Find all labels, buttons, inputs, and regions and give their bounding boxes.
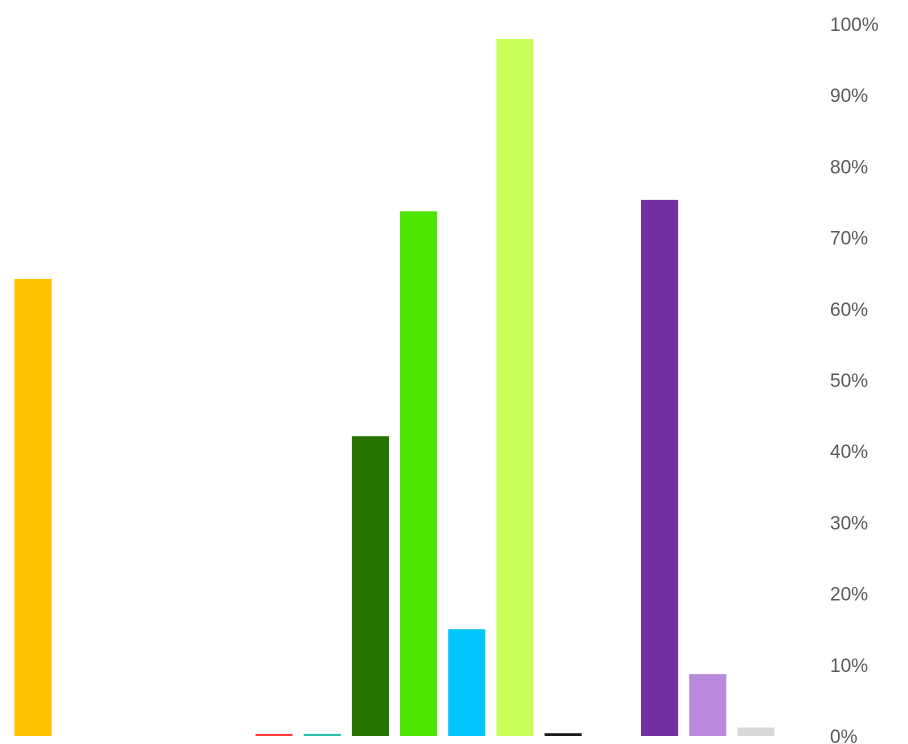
y-tick-label: 40% bbox=[830, 442, 868, 463]
bar-9 bbox=[400, 211, 438, 737]
y-tick-label: 30% bbox=[830, 513, 868, 534]
y-tick-label: 0% bbox=[830, 727, 858, 744]
y-tick-label: 20% bbox=[830, 585, 868, 606]
y-axis: 0% 10% 20% 30% 40% 50% 60% 70% 80% 90% 100% bbox=[830, 15, 879, 744]
y-tick-label: 80% bbox=[830, 157, 868, 178]
y-tick-label: 10% bbox=[830, 656, 868, 677]
y-tick-label: 100% bbox=[830, 15, 879, 36]
bar-12 bbox=[544, 733, 582, 736]
bar-15 bbox=[689, 674, 727, 736]
y-tick-label: 70% bbox=[830, 229, 868, 250]
bar-8 bbox=[351, 436, 389, 736]
y-tick-label: 90% bbox=[830, 86, 868, 107]
bar-16 bbox=[737, 727, 775, 736]
bar-10 bbox=[448, 629, 486, 736]
bar-7 bbox=[303, 733, 341, 736]
y-tick-label: 50% bbox=[830, 371, 868, 392]
bar-6 bbox=[255, 733, 293, 736]
bar-1 bbox=[14, 278, 52, 736]
y-tick-label: 60% bbox=[830, 300, 868, 321]
bar-11 bbox=[496, 39, 534, 736]
bar-14 bbox=[641, 199, 679, 736]
bars-group bbox=[14, 39, 775, 737]
